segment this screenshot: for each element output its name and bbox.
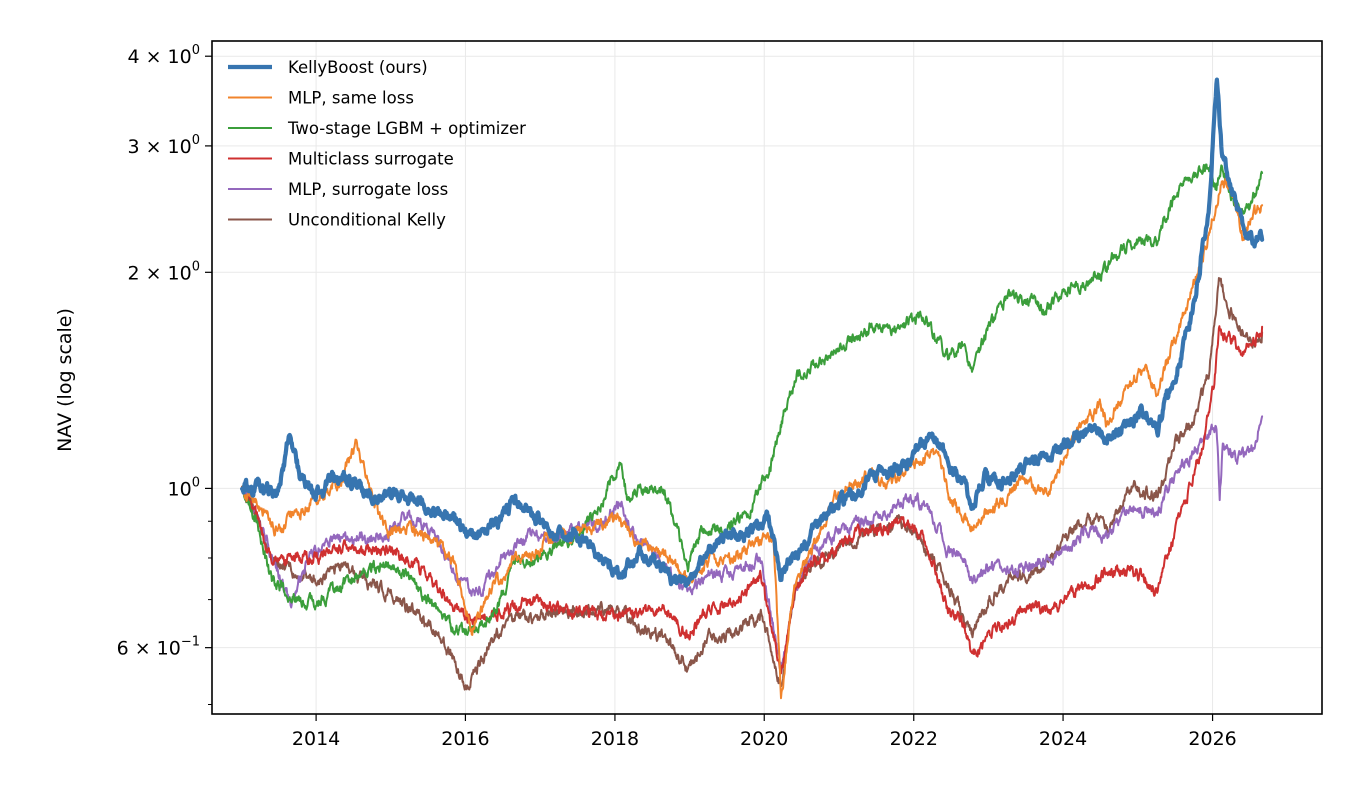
y-axis-label: NAV (log scale) bbox=[54, 308, 76, 452]
legend-label: KellyBoost (ours) bbox=[288, 58, 428, 77]
y-axis: 6 × 10−1 100 2 × 100 3 × 100 4 × 100 bbox=[117, 43, 212, 706]
legend-label: Two-stage LGBM + optimizer bbox=[287, 119, 526, 138]
series-line-6 bbox=[241, 277, 1264, 691]
x-tick-label: 2016 bbox=[441, 728, 489, 750]
x-tick-label: 2018 bbox=[591, 728, 639, 750]
legend-label: MLP, same loss bbox=[288, 89, 414, 108]
y-tick-label: 3 × 100 bbox=[127, 133, 200, 158]
series-line-3 bbox=[241, 163, 1264, 636]
legend-label: MLP, surrogate loss bbox=[288, 180, 448, 199]
x-tick-label: 2020 bbox=[740, 728, 788, 750]
x-tick-label: 2024 bbox=[1039, 728, 1087, 750]
x-tick-label: 2022 bbox=[890, 728, 938, 750]
y-tick-label: 2 × 100 bbox=[127, 259, 200, 284]
x-tick-label: 2026 bbox=[1188, 728, 1236, 750]
series-line-5 bbox=[241, 415, 1264, 671]
series-line-1 bbox=[240, 77, 1265, 588]
series-line-2 bbox=[241, 177, 1264, 700]
legend-label: Multiclass surrogate bbox=[288, 150, 454, 169]
x-tick-label: 2014 bbox=[292, 728, 340, 750]
y-tick-label: 4 × 100 bbox=[127, 43, 200, 68]
legend-label: Unconditional Kelly bbox=[288, 211, 446, 230]
y-tick-label: 6 × 10−1 bbox=[117, 635, 200, 660]
legend: KellyBoost (ours) MLP, same loss Two-stage… bbox=[228, 58, 526, 230]
plot-frame bbox=[211, 40, 1323, 715]
series-lines bbox=[240, 77, 1265, 700]
grid bbox=[212, 41, 1322, 714]
series-line-4 bbox=[241, 325, 1264, 675]
y-tick-label: 100 bbox=[168, 475, 200, 500]
x-axis: 2014 2016 2018 2020 2022 2024 2026 bbox=[292, 714, 1237, 750]
